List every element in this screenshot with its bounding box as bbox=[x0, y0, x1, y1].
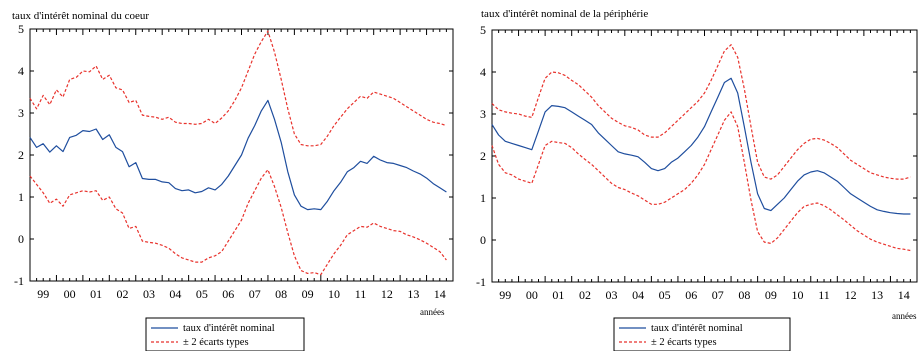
x-tick-label-periphery: 03 bbox=[606, 288, 618, 302]
x-tick-label-periphery: 04 bbox=[632, 288, 644, 302]
legend-core: taux d'intérêt nominal ± 2 écarts types bbox=[145, 317, 305, 351]
series-line-core-upper-band bbox=[29, 30, 447, 147]
series-line-periphery-rate bbox=[491, 77, 911, 215]
chart-title-core: taux d'intérêt nominal du coeur bbox=[12, 10, 149, 22]
x-tick-label-periphery: 08 bbox=[738, 288, 750, 302]
y-tick-label-periphery: 3 bbox=[480, 107, 486, 121]
x-tick-label-periphery: 01 bbox=[552, 288, 564, 302]
x-tick-label-core: 06 bbox=[222, 287, 234, 301]
y-tick-label-core: -1 bbox=[14, 274, 24, 288]
x-tick-label-core: 12 bbox=[381, 287, 393, 301]
legend-periphery: taux d'intérêt nominal ± 2 écarts types bbox=[613, 317, 791, 351]
x-tick-label-periphery: 13 bbox=[871, 288, 883, 302]
y-tick-label-periphery: 1 bbox=[480, 191, 486, 205]
legend-box-periphery bbox=[613, 317, 791, 351]
chart-core: taux d'intérêt nominal du coeur -1012345… bbox=[12, 10, 454, 351]
x-tick-label-core: 00 bbox=[64, 287, 76, 301]
legend-label-core-rate: taux d'intérêt nominal bbox=[183, 323, 275, 334]
y-tick-label-core: 3 bbox=[18, 106, 24, 120]
x-tick-label-periphery: 06 bbox=[685, 288, 697, 302]
x-tick-label-periphery: 05 bbox=[659, 288, 671, 302]
x-tick-label-periphery: 14 bbox=[898, 288, 910, 302]
y-tick-label-core: 1 bbox=[18, 190, 24, 204]
x-tick-label-periphery: 00 bbox=[526, 288, 538, 302]
y-tick-label-core: 5 bbox=[18, 22, 24, 36]
x-tick-label-periphery: 10 bbox=[791, 288, 803, 302]
legend-label-periphery-band: ± 2 écarts types bbox=[651, 337, 717, 348]
x-tick-label-core: 14 bbox=[434, 287, 446, 301]
y-tick-label-core: 4 bbox=[18, 64, 24, 78]
x-tick-label-core: 11 bbox=[355, 287, 367, 301]
x-tick-label-core: 04 bbox=[169, 287, 181, 301]
y-tick-label-periphery: 0 bbox=[480, 233, 486, 247]
series-line-periphery-upper-band bbox=[491, 44, 911, 180]
x-tick-label-core: 05 bbox=[196, 287, 208, 301]
x-tick-label-core: 02 bbox=[117, 287, 129, 301]
y-tick-label-core: 0 bbox=[18, 232, 24, 246]
chart-title-periphery: taux d'intérêt nominal de la périphérie bbox=[481, 8, 648, 20]
y-tick-label-periphery: -1 bbox=[476, 275, 486, 289]
legend-label-core-band: ± 2 écarts types bbox=[183, 337, 249, 348]
legend-label-periphery-rate: taux d'intérêt nominal bbox=[651, 323, 743, 334]
series-line-core-rate bbox=[29, 99, 447, 211]
x-tick-label-core: 03 bbox=[143, 287, 155, 301]
x-tick-label-periphery: 12 bbox=[845, 288, 857, 302]
x-tick-label-periphery: 07 bbox=[712, 288, 724, 302]
x-tick-label-core: 08 bbox=[275, 287, 287, 301]
y-tick-label-periphery: 2 bbox=[480, 149, 486, 163]
x-tick-label-core: 10 bbox=[328, 287, 340, 301]
series-line-core-lower-band bbox=[29, 169, 447, 276]
x-tick-label-periphery: 09 bbox=[765, 288, 777, 302]
y-tick-label-periphery: 5 bbox=[480, 23, 486, 37]
legend-box-core bbox=[145, 317, 305, 351]
y-tick-label-core: 2 bbox=[18, 148, 24, 162]
plot-frame-periphery bbox=[491, 29, 918, 283]
x-tick-label-core: 99 bbox=[37, 287, 49, 301]
x-axis-label-core: années bbox=[420, 307, 445, 317]
chart-periphery: taux d'intérêt nominal de la périphérie … bbox=[476, 8, 918, 351]
x-tick-label-core: 07 bbox=[249, 287, 261, 301]
x-tick-label-periphery: 02 bbox=[579, 288, 591, 302]
x-tick-label-core: 09 bbox=[302, 287, 314, 301]
x-tick-label-core: 13 bbox=[407, 287, 419, 301]
series-line-periphery-lower-band bbox=[491, 111, 911, 252]
x-tick-label-periphery: 99 bbox=[499, 288, 511, 302]
x-axis-label-periphery: années bbox=[892, 311, 917, 321]
y-tick-label-periphery: 4 bbox=[480, 65, 486, 79]
x-tick-label-periphery: 11 bbox=[818, 288, 830, 302]
x-tick-label-core: 01 bbox=[90, 287, 102, 301]
